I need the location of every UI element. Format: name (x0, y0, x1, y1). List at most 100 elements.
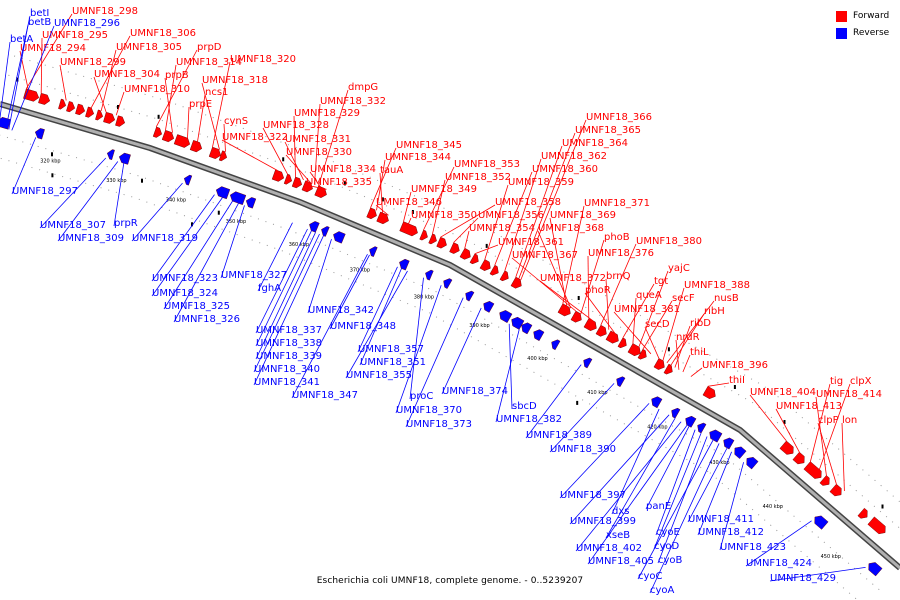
forward-label-tig-leader (810, 383, 831, 462)
forward-label-tgt-leader (622, 283, 655, 339)
forward-label-UMNF18_335: UMNF18_335 (306, 177, 372, 188)
forward-label-UMNF18_331-leader (284, 141, 304, 181)
forward-label-clpX-leader (819, 383, 851, 470)
marker-7 (381, 197, 384, 202)
reverse-label-UMNF18_319-leader (131, 182, 183, 242)
forward-gene-7 (103, 111, 116, 124)
reverse-gene-2 (106, 149, 115, 161)
forward-gene-30 (489, 264, 499, 276)
marker-14 (783, 420, 786, 424)
reverse-label-cyoB-leader (657, 436, 708, 564)
forward-gene-22 (399, 221, 418, 237)
reverse-gene-33 (868, 562, 883, 577)
reverse-label-UMNF18_307-leader (39, 157, 107, 229)
forward-label-UMNF18_305: UMNF18_305 (116, 42, 182, 53)
forward-label-UMNF18_362: UMNF18_362 (541, 151, 607, 162)
backbone-layer (0, 55, 900, 600)
marker-1 (51, 173, 54, 178)
forward-label-queA: queA (636, 290, 662, 301)
forward-label-thiL: thiL (690, 347, 709, 358)
marker-8 (411, 210, 414, 214)
forward-swatch (836, 10, 847, 22)
reverse-label-UMNF18_319: UMNF18_319 (132, 233, 198, 244)
reverse-label-prpR-leader (113, 163, 125, 227)
reverse-label-UMNF18_423: UMNF18_423 (720, 542, 786, 553)
tick-label: 450 kbp (821, 554, 841, 560)
forward-label-UMNF18_356: UMNF18_356 (478, 210, 544, 221)
marker-15 (881, 504, 884, 509)
forward-label-UMNF18_358-leader (440, 204, 496, 238)
forward-label-thiI: thiI (729, 375, 745, 386)
reverse-label-UMNF18_348: UMNF18_348 (330, 321, 396, 332)
forward-gene-11 (173, 134, 191, 148)
forward-label-UMNF18_365-leader (518, 132, 576, 279)
forward-label-UMNF18_299: UMNF18_299 (60, 57, 126, 68)
forward-gene-36 (595, 324, 607, 337)
reverse-gene-16 (483, 301, 495, 313)
forward-gene-47 (819, 475, 830, 486)
forward-label-yajC-leader (638, 270, 669, 348)
reverse-label-UMNF18_297: UMNF18_297 (12, 186, 78, 197)
forward-label-UMNF18_310-leader (115, 91, 125, 116)
reverse-label-UMNF18_424-leader (745, 520, 812, 567)
reverse-label-xseB-leader (605, 418, 676, 539)
reverse-gene-28 (709, 429, 723, 443)
forward-label-UMNF18_299-leader (59, 64, 67, 101)
forward-label-UMNF18_372: UMNF18_372 (540, 273, 606, 284)
forward-label-UMNF18_404-leader (749, 394, 787, 442)
forward-label-tauA-leader (379, 172, 383, 213)
reverse-label-UMNF18_351: UMNF18_351 (360, 357, 426, 368)
reverse-label-UMNF18_339-leader (255, 232, 316, 360)
reverse-gene-31 (746, 457, 759, 470)
marker-5 (282, 157, 285, 162)
forward-label-UMNF18_346: UMNF18_346 (376, 197, 442, 208)
reverse-label-UMNF18_342: UMNF18_342 (308, 305, 374, 316)
forward-gene-10 (161, 129, 175, 143)
reverse-label-UMNF18_324-leader (151, 197, 223, 297)
forward-label-UMNF18_371-leader (562, 205, 585, 304)
reverse-label-UMNF18_355: UMNF18_355 (346, 370, 412, 381)
reverse-gene-32 (814, 515, 829, 530)
backbone-highlight (0, 102, 900, 570)
reverse-label-UMNF18_373-leader (405, 297, 464, 428)
reverse-label-UMNF18_326-leader (173, 203, 239, 323)
legend-label-forward: Forward (853, 11, 890, 21)
reverse-label-UMNF18_340: UMNF18_340 (254, 364, 320, 375)
forward-label-phoR: phoR (585, 285, 611, 296)
forward-label-UMNF18_360: UMNF18_360 (532, 164, 598, 175)
forward-label-phoR-leader (584, 292, 616, 334)
reverse-label-dxs: dxs (612, 506, 629, 517)
forward-label-UMNF18_352: UMNF18_352 (445, 172, 511, 183)
marker-13 (733, 385, 736, 389)
forward-label-yajC: yajC (668, 263, 690, 274)
forward-gene-6 (95, 109, 104, 121)
marker-3 (157, 114, 160, 119)
forward-label-UMNF18_350: UMNF18_350 (411, 210, 477, 221)
forward-gene-44 (779, 440, 794, 455)
reverse-label-UMNF18_327-leader (220, 205, 245, 279)
forward-label-cynS: cynS (224, 116, 248, 127)
forward-gene-29 (479, 259, 491, 271)
forward-gene-35 (583, 318, 597, 331)
forward-label-ribH-leader (670, 313, 705, 366)
map-caption: Escherichia coli UMNF18, complete genome… (316, 576, 584, 586)
reverse-label-UMNF18_412: UMNF18_412 (698, 527, 764, 538)
forward-label-UMNF18_380: UMNF18_380 (636, 236, 702, 247)
forward-gene-20 (366, 207, 377, 220)
forward-label-UMNF18_332-leader (314, 103, 321, 185)
forward-label-prpE: prpE (189, 99, 212, 110)
forward-label-UMNF18_350-leader (408, 217, 412, 224)
forward-label-prpD: prpD (197, 42, 222, 53)
reverse-gene-22 (583, 357, 593, 369)
reverse-label-UMNF18_348-leader (329, 254, 370, 330)
forward-label-lon: lon (842, 415, 857, 426)
reverse-swatch (836, 27, 847, 39)
forward-gene-41 (653, 358, 665, 370)
reverse-gene-5 (215, 186, 231, 200)
forward-label-UMNF18_360-leader (494, 171, 533, 266)
forward-label-UMNF18_304: UMNF18_304 (94, 69, 160, 80)
track-guide-2 (13, 55, 900, 503)
marker-2 (117, 105, 119, 109)
forward-gene-26 (449, 242, 460, 254)
forward-gene-24 (428, 233, 437, 245)
